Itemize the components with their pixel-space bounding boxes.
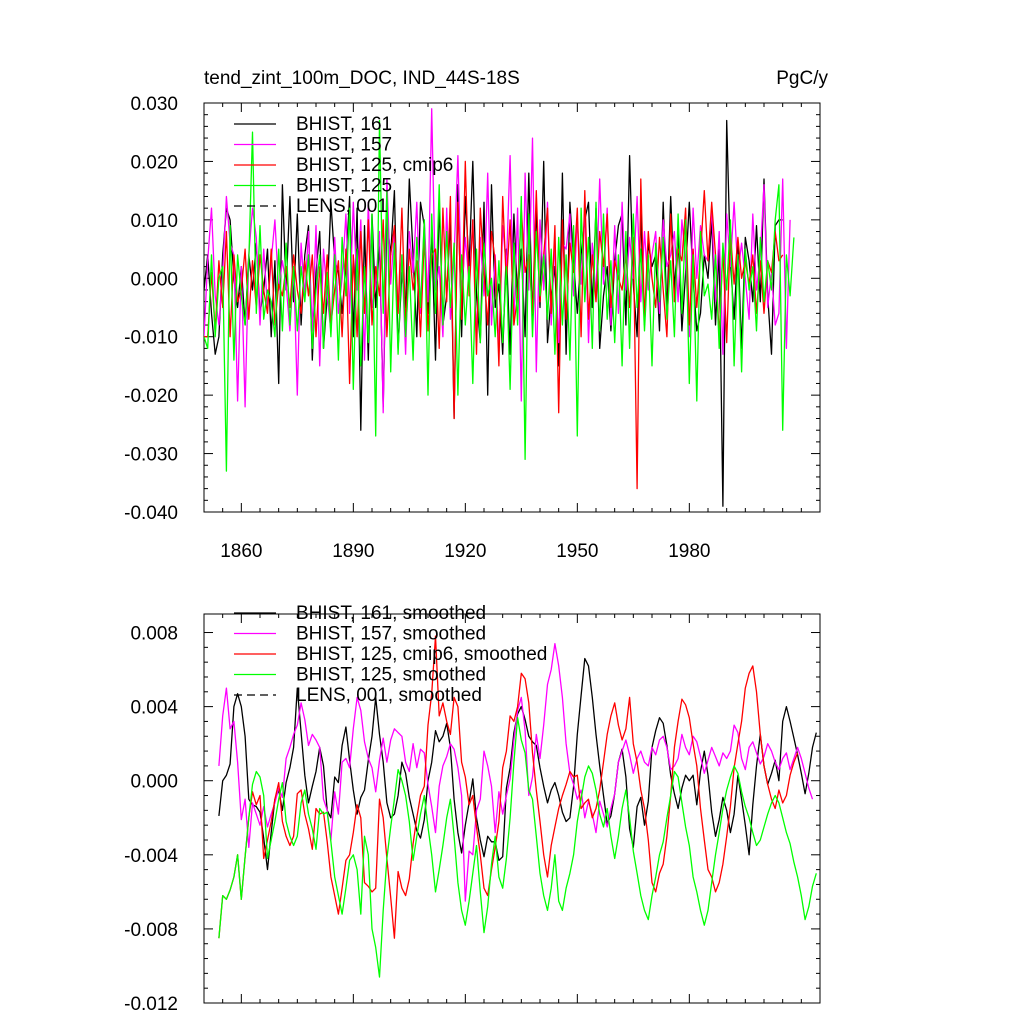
x-tick-label: 1950 bbox=[556, 541, 598, 562]
legend-label: BHIST, 125, smoothed bbox=[296, 665, 486, 686]
top-plot-area: -0.040 -0.030 -0.020 -0.010 0.000 0.010 0.020 0… bbox=[124, 94, 821, 562]
y-tick-label: -0.010 bbox=[124, 328, 178, 349]
y-tick-label: 0.010 bbox=[130, 211, 178, 232]
y-tick-label: 0.000 bbox=[130, 772, 178, 793]
x-tick-label: 1860 bbox=[220, 541, 262, 562]
x-tick-label: 1920 bbox=[444, 541, 486, 562]
legend-label: LENS, 001, smoothed bbox=[296, 685, 482, 706]
y-tick-label: -0.012 bbox=[124, 994, 178, 1015]
y-tick-label: -0.030 bbox=[124, 445, 178, 466]
legend-label: BHIST, 157 bbox=[296, 135, 392, 156]
legend-label: BHIST, 161 bbox=[296, 114, 392, 135]
x-tick-label: 1980 bbox=[668, 541, 710, 562]
y-tick-label: 0.000 bbox=[130, 269, 178, 290]
y-tick-label: 0.004 bbox=[130, 698, 178, 719]
series-line-3 bbox=[204, 119, 795, 472]
plot-frame bbox=[203, 102, 821, 513]
y-tick-label: 0.030 bbox=[130, 94, 178, 115]
y-tick-label: -0.040 bbox=[124, 503, 178, 524]
y-tick-label: -0.004 bbox=[124, 846, 178, 867]
bottom-panel: -0.012 -0.008 -0.004 0.000 0.004 0.008 BHIST, … bbox=[124, 603, 821, 1015]
series-group bbox=[218, 635, 817, 978]
series-line-1 bbox=[218, 642, 814, 902]
legend-label: BHIST, 125, cmip6, smoothed bbox=[296, 644, 547, 665]
bottom-plot-area: -0.012 -0.008 -0.004 0.000 0.004 0.008 BHIST, … bbox=[124, 603, 821, 1015]
legend-label: BHIST, 125, cmip6 bbox=[296, 155, 453, 176]
series-line-3 bbox=[218, 717, 817, 978]
y-tick-label: -0.020 bbox=[124, 386, 178, 407]
y-tick-label: -0.008 bbox=[124, 920, 178, 941]
series-group bbox=[204, 108, 795, 507]
plot-frame bbox=[203, 613, 821, 1004]
legend-label: BHIST, 161, smoothed bbox=[296, 603, 486, 624]
y-tick-label: 0.008 bbox=[130, 624, 178, 645]
y-tick-label: 0.020 bbox=[130, 152, 178, 173]
series-line-2 bbox=[218, 635, 799, 939]
legend-label: LENS, 001 bbox=[296, 196, 388, 217]
top-units: PgC/y bbox=[776, 68, 828, 89]
legend-label: BHIST, 125 bbox=[296, 176, 392, 197]
legend-label: BHIST, 157, smoothed bbox=[296, 624, 486, 645]
top-title: tend_zint_100m_DOC, IND_44S-18S bbox=[204, 68, 520, 89]
top-panel: tend_zint_100m_DOC, IND_44S-18S PgC/y -0… bbox=[124, 68, 828, 562]
x-tick-label: 1890 bbox=[332, 541, 374, 562]
